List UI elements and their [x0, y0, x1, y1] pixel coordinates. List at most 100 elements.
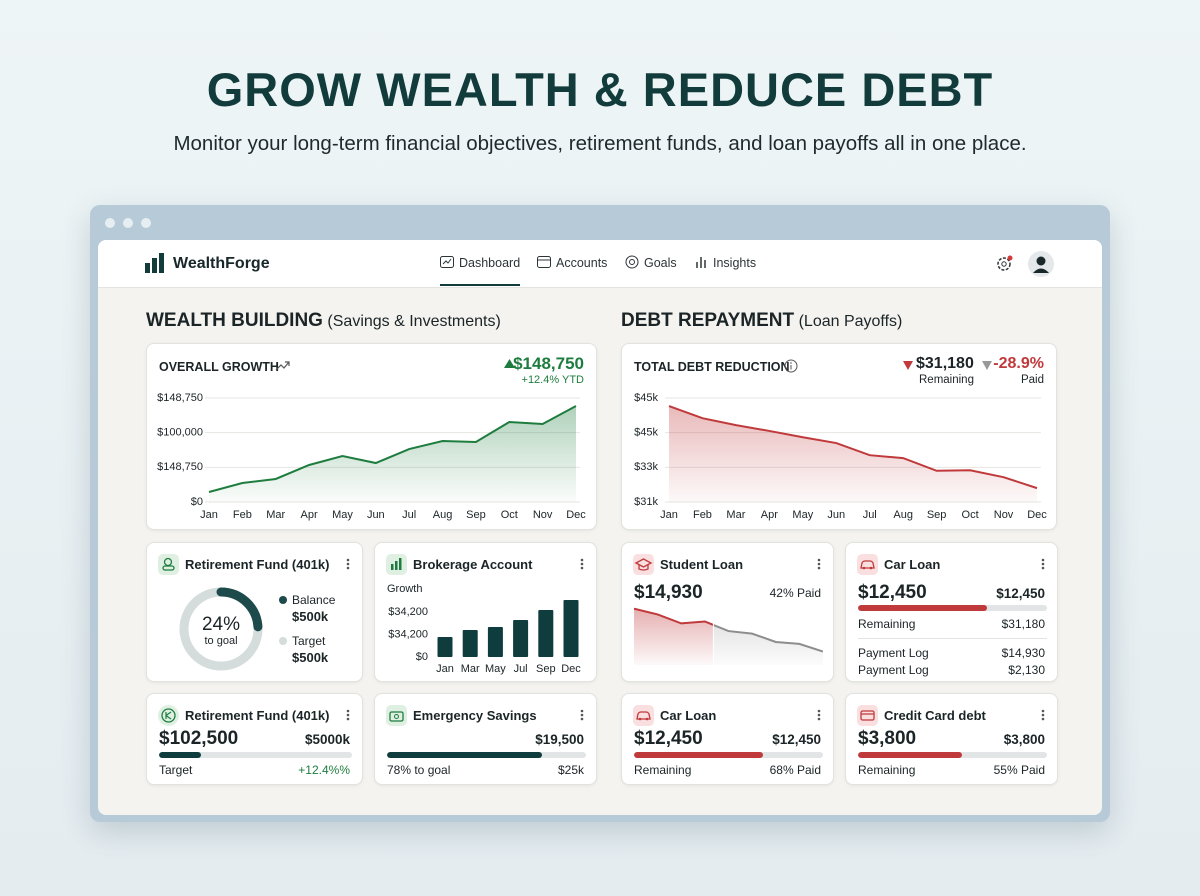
row-value: $31,180	[1001, 617, 1045, 631]
debt-change: -28.9%	[993, 355, 1044, 372]
card-icon	[857, 554, 878, 575]
amount: $102,500	[159, 728, 239, 749]
more-menu[interactable]	[346, 709, 350, 721]
growth-card: $0 $148,750 $100,000 $148,750 Jan Feb Mar Apr Ma…	[146, 343, 597, 530]
progress-track	[858, 752, 1047, 758]
x-tick-label: Aug	[893, 509, 913, 521]
line	[668, 405, 1038, 490]
progress-track	[858, 605, 1047, 611]
footer-left: Remaining	[858, 763, 916, 777]
x-tick-label: Jan	[200, 509, 218, 521]
page-title: GROW WEALTH & REDUCE DEBT	[206, 63, 994, 116]
footer-right: +12.4%%	[298, 763, 350, 777]
x-tick-label: Jun	[827, 509, 845, 521]
progress-fill	[858, 752, 962, 758]
row-label: Remaining	[858, 617, 916, 631]
nav-item[interactable]: Accounts	[537, 240, 607, 286]
paid-label: 42% Paid	[769, 586, 821, 600]
more-menu[interactable]	[1041, 709, 1045, 721]
row-value: $14,930	[1001, 646, 1045, 660]
footer-left: Remaining	[634, 763, 692, 777]
info-icon	[784, 359, 798, 373]
debt-remaining-label: Remaining	[919, 374, 974, 386]
section-heading: DEBT REPAYMENT (Loan Payoffs)	[621, 310, 902, 332]
y-tick-label: $0	[416, 651, 428, 663]
section-title: DEBT REPAYMENT	[621, 310, 795, 331]
donut-chart	[179, 587, 263, 671]
up-arrow	[504, 359, 515, 368]
progress-label: 55% Paid	[993, 763, 1045, 777]
card-icon	[386, 705, 407, 726]
card-title: Car Loan	[884, 557, 941, 572]
legend-dot	[279, 596, 287, 604]
legend-amount: $500k	[292, 650, 329, 665]
card-icon	[633, 554, 654, 575]
debt-remaining: $31,180	[916, 355, 974, 372]
brand-logo	[145, 253, 164, 273]
x-tick-label: Oct	[501, 509, 518, 521]
row-label: Payment Log	[858, 663, 929, 677]
axis-label: Growth	[387, 583, 423, 595]
x-tick-label: May	[485, 663, 506, 675]
more-menu[interactable]	[817, 709, 821, 721]
x-tick-label: Feb	[693, 509, 712, 521]
card-icon	[158, 705, 179, 726]
settings-icon[interactable]	[996, 255, 1014, 273]
divider	[858, 638, 1047, 639]
bar	[487, 626, 503, 657]
x-tick-label: Apr	[761, 509, 778, 521]
row-label: Payment Log	[858, 646, 929, 660]
brokerage-card: $0 $34,200 $34,200 Jan Mar May Jul Sep Dec Broke…	[374, 542, 597, 682]
more-menu[interactable]	[817, 558, 821, 570]
x-tick-label: Nov	[994, 509, 1014, 521]
nav-item[interactable]: Dashboard	[440, 240, 521, 286]
progress-label: 68% Paid	[769, 763, 821, 777]
car-card: Car Loan $12,450 $12,450 Remaining $31,1…	[845, 542, 1058, 682]
trend-icon	[275, 361, 290, 371]
car2-card: Car Loan $12,450 $12,450 Remaining 68% P…	[621, 693, 834, 785]
x-tick-label: Jan	[436, 663, 454, 675]
more-menu[interactable]	[1041, 558, 1045, 570]
line-remaining	[713, 623, 823, 653]
donut-arc	[179, 587, 263, 671]
x-tick-label: Jan	[660, 509, 678, 521]
avatar[interactable]	[1028, 251, 1054, 277]
down-arrow	[903, 361, 913, 370]
y-tick-label: $31k	[634, 496, 658, 508]
x-tick-label: Feb	[233, 509, 252, 521]
bar-chart: $0 $34,200 $34,200 Jan Mar May Jul Sep Dec	[388, 600, 581, 675]
x-tick-label: Jul	[863, 509, 877, 521]
amount-right: $12,450	[772, 732, 821, 747]
more-menu[interactable]	[580, 709, 584, 721]
bar	[513, 620, 529, 657]
x-tick-label: Sep	[536, 663, 556, 675]
card-icon	[633, 705, 654, 726]
card-title: OVERALL GROWTH	[159, 360, 279, 374]
legend-label: Balance	[292, 593, 336, 607]
progress-fill	[634, 752, 763, 758]
x-tick-label: May	[332, 509, 353, 521]
line	[208, 405, 577, 493]
x-tick-label: Nov	[533, 509, 553, 521]
nav-item[interactable]: Goals	[625, 240, 677, 286]
more-menu[interactable]	[346, 558, 350, 570]
more-menu[interactable]	[580, 558, 584, 570]
card-icon	[857, 705, 878, 726]
nav-label: Goals	[644, 256, 677, 270]
bar	[563, 600, 579, 657]
x-tick-label: Mar	[726, 509, 745, 521]
amount: $3,800	[858, 728, 917, 749]
student-card: Student Loan $14,930 42% Paid	[621, 542, 834, 682]
section-subtitle: (Savings & Investments)	[327, 313, 501, 330]
x-tick-label: Jun	[367, 509, 385, 521]
debt-change-label: Paid	[1020, 374, 1044, 386]
debt-card: $31k $33k $45k $45k Jan Feb Mar Apr May Jun Jul Aug…	[621, 343, 1057, 530]
progress-track	[387, 752, 586, 758]
card-title: Student Loan	[660, 557, 744, 572]
area	[669, 406, 1037, 502]
x-tick-label: Mar	[461, 663, 480, 675]
y-tick-label: $45k	[634, 427, 658, 439]
bar	[437, 637, 453, 657]
nav-item[interactable]: Insights	[695, 240, 756, 286]
section-title: WEALTH BUILDING	[146, 310, 323, 331]
